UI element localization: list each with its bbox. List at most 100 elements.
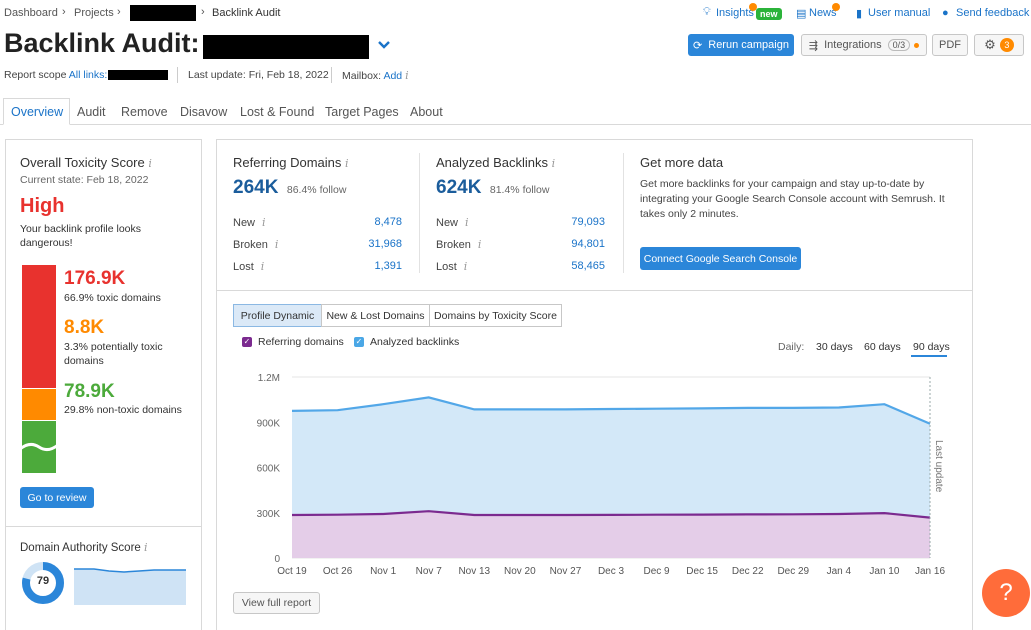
tab-about[interactable]: About (410, 105, 443, 119)
divider (623, 153, 624, 273)
integrations-count: 0/3 (887, 39, 911, 51)
breadcrumb-projects[interactable]: Projects (74, 7, 114, 19)
tab-remove[interactable]: Remove (121, 105, 168, 119)
info-icon: i (458, 216, 469, 229)
referring-checkbox[interactable]: ✓ (242, 337, 252, 347)
analyzed-new-value[interactable]: 79,093 (571, 216, 605, 228)
x-tick-label: Nov 1 (370, 566, 397, 577)
go-to-review-button[interactable]: Go to review (20, 487, 94, 508)
analyzed-lost-value[interactable]: 58,465 (571, 260, 605, 272)
profile-dynamic-chart[interactable]: 0 300K 600K 900K 1.2M Oct 19 Oct 26 Nov 1 Nov 7… (230, 362, 955, 584)
help-button[interactable]: ? (982, 569, 1030, 617)
referring-title: Referring Domains i (233, 155, 349, 170)
integrations-dot (914, 42, 920, 48)
chat-bubble-icon: ● (942, 7, 949, 19)
tab-disavow[interactable]: Disavow (180, 105, 228, 119)
info-icon: i (551, 157, 556, 170)
breadcrumb-dashboard[interactable]: Dashboard (4, 7, 58, 19)
referring-lost-value[interactable]: 1,391 (374, 260, 402, 272)
insights-link[interactable]: Insights (716, 7, 754, 19)
toxic-desc: 66.9% toxic domains (64, 292, 161, 304)
analyzed-new-label: New i (436, 216, 469, 229)
chevron-right-icon: › (201, 6, 205, 18)
backlinks-checkbox[interactable]: ✓ (354, 337, 364, 347)
news-dot (832, 3, 840, 11)
period-30[interactable]: 30 days (816, 341, 853, 353)
mailbox-add-link[interactable]: Add (383, 70, 403, 82)
settings-button[interactable]: ⚙ 3 (974, 34, 1024, 56)
send-feedback-link[interactable]: Send feedback (956, 7, 1030, 19)
legend-referring: Referring domains (258, 336, 344, 348)
x-tick-label: Dec 29 (777, 566, 809, 577)
y-tick-label: 1.2M (258, 373, 280, 384)
x-tick-label: Jan 4 (827, 566, 852, 577)
more-data-text: Get more backlinks for your campaign and… (640, 178, 945, 220)
breadcrumb-current: Backlink Audit (212, 7, 281, 19)
period-60[interactable]: 60 days (864, 341, 901, 353)
info-icon: i (255, 216, 266, 229)
x-tick-label: Nov 13 (458, 566, 490, 577)
info-icon: i (456, 260, 468, 273)
referring-new-value[interactable]: 8,478 (374, 216, 402, 228)
news-link[interactable]: News (809, 7, 837, 19)
chart-tab-new-lost[interactable]: New & Lost Domains (321, 304, 430, 327)
tabs-underline (0, 124, 1031, 125)
non-toxic-value: 78.9K (64, 381, 115, 402)
period-90[interactable]: 90 days (913, 341, 950, 353)
rerun-campaign-button[interactable]: ⟳ Rerun campaign (688, 34, 794, 56)
chart-tab-toxicity[interactable]: Domains by Toxicity Score (429, 304, 562, 327)
authority-score: 79 (36, 575, 50, 587)
toxicity-state: Current state: Feb 18, 2022 (20, 174, 149, 186)
integrations-button[interactable]: ⇶ Integrations 0/3 (801, 34, 927, 56)
x-tick-label: Dec 3 (598, 566, 625, 577)
x-tick-label: Nov 20 (504, 566, 536, 577)
referring-lost-label: Lost i (233, 260, 265, 273)
referring-new-label: New i (233, 216, 266, 229)
y-tick-label: 900K (257, 418, 281, 429)
referring-value[interactable]: 264K (233, 177, 279, 198)
info-icon: i (148, 157, 152, 170)
redacted-project (130, 5, 196, 21)
divider (331, 67, 332, 83)
toxicity-bar (20, 265, 58, 473)
analyzed-follow: 81.4% follow (489, 184, 550, 196)
last-update-annotation: Last update (933, 440, 944, 493)
tab-target-pages[interactable]: Target Pages (325, 105, 399, 119)
toxic-value: 176.9K (64, 268, 126, 289)
tab-audit[interactable]: Audit (77, 105, 106, 119)
referring-total: 264K 86.4% follow (233, 177, 346, 199)
chevron-right-icon: › (117, 6, 121, 18)
redacted-scope (108, 70, 168, 80)
analyzed-broken-label: Broken i (436, 238, 482, 251)
toxicity-description: Your backlink profile looks dangerous! (20, 223, 142, 249)
analyzed-value[interactable]: 624K (436, 177, 482, 198)
referring-area (292, 511, 930, 558)
referring-broken-value[interactable]: 31,968 (368, 238, 402, 250)
x-tick-label: Dec 22 (732, 566, 764, 577)
view-full-report-button[interactable]: View full report (233, 592, 320, 614)
report-scope-label: Report scope (4, 69, 67, 81)
user-manual-link[interactable]: User manual (868, 7, 931, 19)
x-tick-label: Nov 27 (550, 566, 582, 577)
pdf-button[interactable]: PDF (932, 34, 968, 56)
potential-segment (22, 389, 56, 420)
potential-desc: 3.3% potentially toxic domains (64, 341, 163, 367)
book-icon: ▮ (856, 8, 863, 20)
analyzed-broken-value[interactable]: 94,801 (571, 238, 605, 250)
settings-badge: 3 (999, 38, 1014, 52)
chevron-down-icon[interactable] (377, 40, 391, 50)
info-icon: i (253, 260, 265, 273)
non-toxic-desc: 29.8% non-toxic domains (64, 404, 182, 416)
tab-overview[interactable] (3, 98, 70, 125)
connect-gsc-button[interactable]: Connect Google Search Console (640, 247, 801, 270)
info-icon: i (144, 541, 148, 554)
newspaper-icon: ▤ (796, 8, 807, 20)
report-scope-value[interactable]: All links: (68, 69, 108, 81)
period-active-underline (911, 355, 947, 357)
authority-title: Domain Authority Score i (20, 541, 148, 554)
chart-tab-profile-dynamic[interactable]: Profile Dynamic (233, 304, 322, 327)
tab-lost-found[interactable]: Lost & Found (240, 105, 315, 119)
page-title: Backlink Audit: (4, 28, 200, 58)
info-icon: i (345, 157, 349, 170)
gear-icon: ⚙ (984, 37, 996, 52)
